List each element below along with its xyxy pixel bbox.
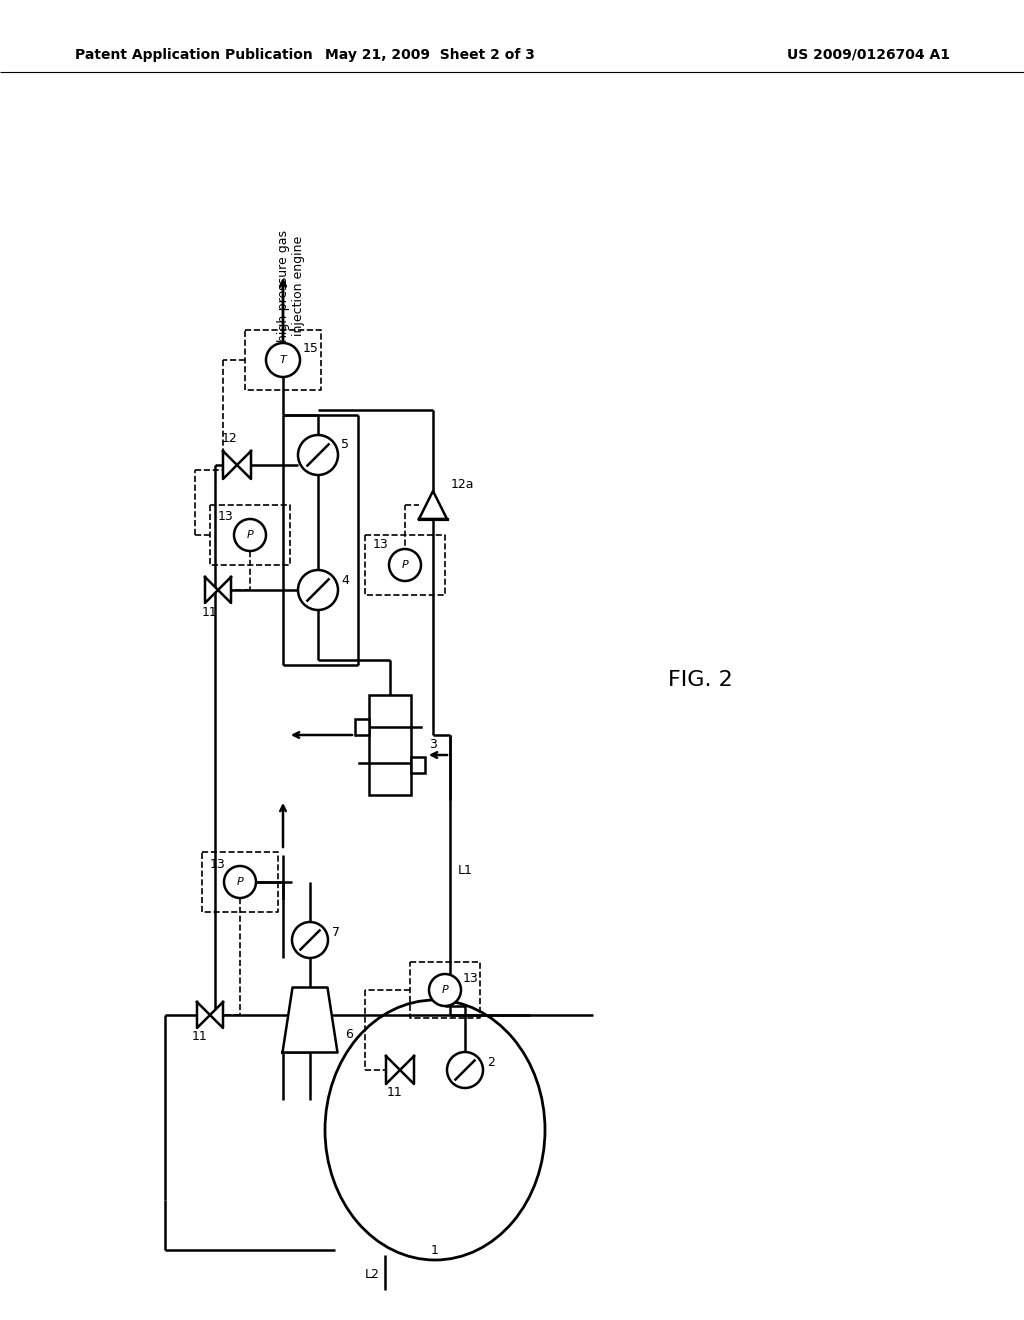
Bar bbox=[355, 719, 369, 735]
Text: T: T bbox=[280, 355, 287, 366]
Polygon shape bbox=[223, 451, 237, 479]
Circle shape bbox=[224, 866, 256, 898]
Text: P: P bbox=[401, 560, 409, 570]
Circle shape bbox=[298, 436, 338, 475]
Polygon shape bbox=[218, 577, 231, 603]
Ellipse shape bbox=[325, 1001, 545, 1261]
Circle shape bbox=[292, 921, 328, 958]
Text: 3: 3 bbox=[429, 738, 437, 751]
Text: 12: 12 bbox=[222, 433, 238, 446]
Text: 5: 5 bbox=[341, 438, 349, 451]
Polygon shape bbox=[210, 1002, 223, 1028]
Text: 13: 13 bbox=[218, 511, 233, 524]
Text: P: P bbox=[441, 985, 449, 995]
Polygon shape bbox=[283, 987, 338, 1052]
Bar bbox=[369, 696, 411, 795]
Text: 2: 2 bbox=[487, 1056, 495, 1068]
Text: 6: 6 bbox=[345, 1028, 353, 1041]
Text: 13: 13 bbox=[373, 539, 389, 552]
Circle shape bbox=[298, 570, 338, 610]
Text: high-pressure gas
injection engine: high-pressure gas injection engine bbox=[278, 230, 305, 342]
Text: 11: 11 bbox=[387, 1085, 402, 1098]
Text: 7: 7 bbox=[332, 925, 340, 939]
Text: FIG. 2: FIG. 2 bbox=[668, 671, 732, 690]
Text: L1: L1 bbox=[458, 863, 473, 876]
Circle shape bbox=[447, 1052, 483, 1088]
Text: US 2009/0126704 A1: US 2009/0126704 A1 bbox=[787, 48, 950, 62]
Circle shape bbox=[266, 343, 300, 378]
Text: 15: 15 bbox=[303, 342, 318, 355]
Polygon shape bbox=[205, 577, 218, 603]
Text: L2: L2 bbox=[365, 1269, 380, 1282]
Text: 4: 4 bbox=[341, 573, 349, 586]
Polygon shape bbox=[400, 1056, 414, 1084]
Text: 12a: 12a bbox=[451, 479, 474, 491]
Text: 1: 1 bbox=[431, 1243, 439, 1257]
Text: P: P bbox=[247, 531, 253, 540]
Polygon shape bbox=[386, 1056, 400, 1084]
Text: 11: 11 bbox=[193, 1031, 208, 1044]
Text: Patent Application Publication: Patent Application Publication bbox=[75, 48, 312, 62]
Text: 11: 11 bbox=[202, 606, 218, 619]
Polygon shape bbox=[237, 451, 251, 479]
Circle shape bbox=[389, 549, 421, 581]
Text: 13: 13 bbox=[463, 972, 479, 985]
Circle shape bbox=[429, 974, 461, 1006]
Polygon shape bbox=[197, 1002, 210, 1028]
Circle shape bbox=[234, 519, 266, 550]
Text: P: P bbox=[237, 876, 244, 887]
Text: 13: 13 bbox=[210, 858, 225, 870]
Text: May 21, 2009  Sheet 2 of 3: May 21, 2009 Sheet 2 of 3 bbox=[325, 48, 535, 62]
Bar bbox=[411, 756, 425, 774]
Polygon shape bbox=[419, 491, 447, 519]
